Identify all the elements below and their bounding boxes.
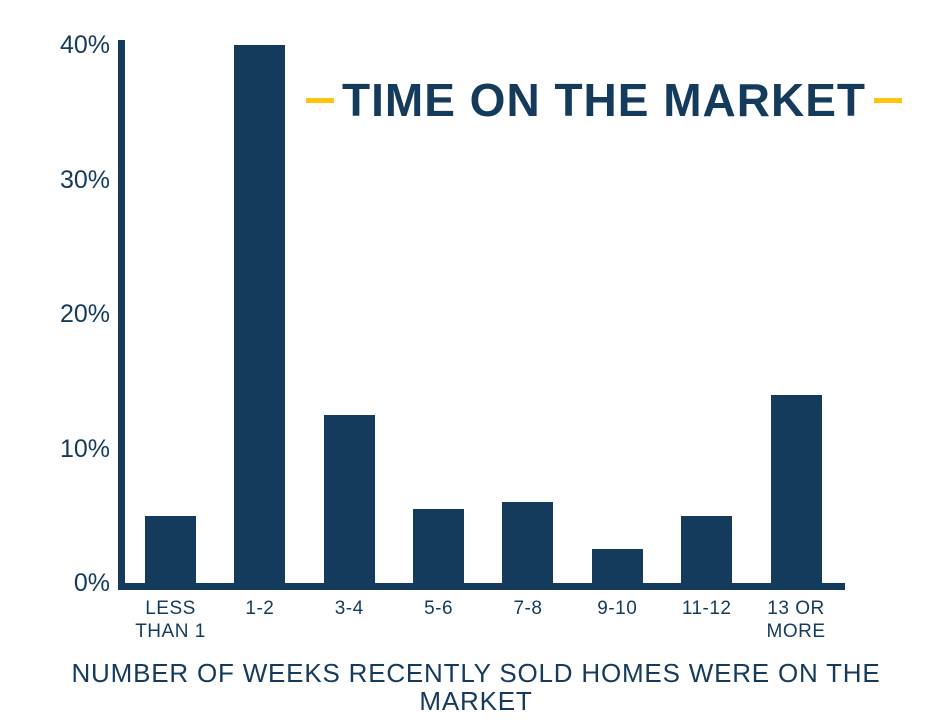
title-dash-left-icon (306, 97, 334, 103)
y-tick-label: 20% (59, 300, 110, 328)
x-tick-label: 13 OR MORE (766, 598, 826, 642)
y-axis-line (118, 40, 125, 590)
chart-title-row: TIME ON THE MARKET (306, 74, 902, 126)
x-tick-label: 5-6 (424, 598, 454, 619)
y-tick-label: 30% (59, 165, 110, 194)
x-tick-label: LESS THAN 1 (135, 598, 206, 642)
bar (413, 509, 465, 583)
x-tick-label: 7-8 (513, 598, 543, 619)
bar (770, 394, 822, 583)
chart-title: TIME ON THE MARKET (342, 74, 866, 126)
bar (145, 515, 196, 583)
title-dash-right-icon (873, 97, 902, 103)
bar (681, 515, 733, 583)
x-axis-line (118, 583, 845, 590)
x-tick-label: 1-2 (245, 598, 275, 619)
y-tick-label: 40% (59, 31, 110, 59)
x-tick-label: 3-4 (334, 598, 364, 619)
bar (323, 414, 375, 583)
x-tick-label: 9-10 (597, 598, 638, 619)
bar (591, 549, 643, 583)
y-tick-label: 0% (73, 569, 110, 597)
x-tick-label: 11-12 (681, 598, 732, 619)
x-axis-caption: NUMBER OF WEEKS RECENTLY SOLD HOMES WERE… (71, 658, 881, 716)
bar (502, 502, 554, 583)
bar (234, 45, 286, 583)
y-tick-label: 10% (59, 434, 110, 463)
